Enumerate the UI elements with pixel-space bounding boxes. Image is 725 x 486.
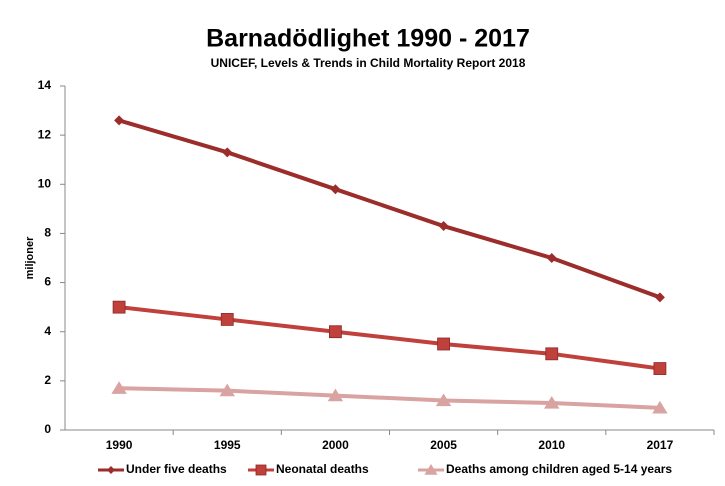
chart-subtitle: UNICEF, Levels & Trends in Child Mortali… [211,56,526,70]
data-point [438,221,449,232]
data-point [652,400,668,414]
legend-marker [107,466,115,474]
data-point [653,362,667,375]
y-tick-label: 14 [38,78,52,92]
series-line [118,118,661,300]
legend-marker [255,464,267,476]
data-point [435,393,452,407]
data-point [330,184,341,195]
data-point [329,325,342,339]
data-point [219,383,235,397]
y-tick-label: 6 [44,275,51,289]
data-point [111,381,127,394]
legend-label: Neonatal deaths [276,462,369,476]
x-tick-label: 2005 [430,438,457,452]
y-tick-label: 8 [44,226,51,240]
data-point [545,347,559,361]
legend-label: Under five deaths [126,462,227,476]
x-tick-label: 2000 [322,438,349,452]
data-point [112,300,126,314]
data-point [220,313,234,326]
x-tick-label: 2017 [647,438,674,452]
series-line [119,386,661,410]
y-tick-label: 10 [38,176,52,190]
data-point [327,388,344,402]
y-axis-label: miljoner [24,236,36,280]
x-tick-label: 1995 [214,438,241,452]
y-tick-label: 2 [44,373,51,387]
y-tick-label: 4 [44,324,51,338]
y-tick-label: 0 [44,422,51,436]
data-point [544,395,560,409]
data-point [114,115,125,126]
data-point [222,147,233,158]
x-tick-label: 1990 [106,438,133,452]
series-line [118,305,661,371]
legend-label: Deaths among children aged 5-14 years [446,462,672,476]
chart-title: Barnadödlighet 1990 - 2017 [206,25,530,53]
data-point [654,292,665,303]
data-point [437,337,450,351]
data-point [546,253,557,263]
legend-marker [424,464,438,475]
y-tick-label: 12 [38,127,52,141]
x-tick-label: 2010 [538,438,565,452]
